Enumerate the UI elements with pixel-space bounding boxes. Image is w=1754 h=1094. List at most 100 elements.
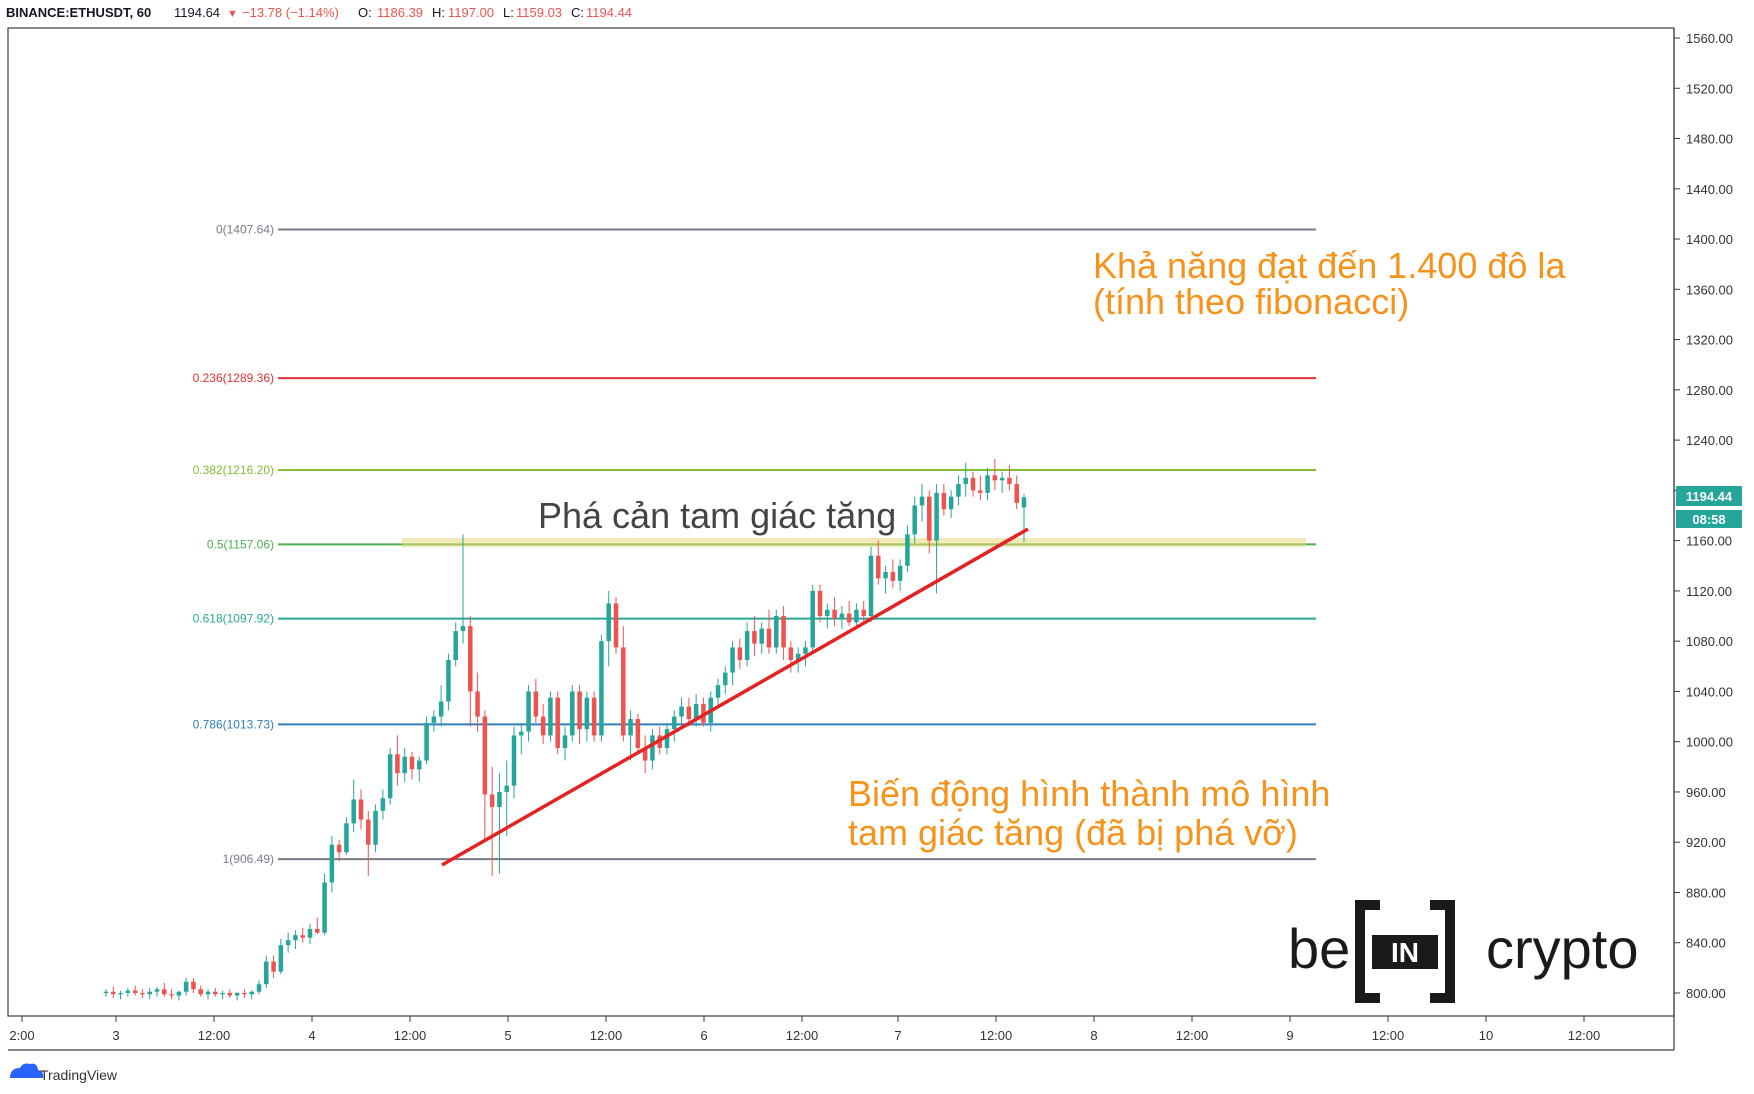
candle-body	[774, 616, 779, 648]
candle-body	[540, 716, 546, 736]
candle-body	[446, 660, 451, 702]
candle-body	[154, 989, 160, 992]
open-value: 1186.39	[377, 5, 423, 20]
candle-body	[234, 993, 240, 996]
candle-body	[854, 609, 859, 623]
candle-body	[387, 754, 393, 799]
last-price: 1194.64	[174, 5, 220, 20]
candle-body	[132, 990, 138, 993]
symbol-name[interactable]: BINANCE:ETHUSDT, 60	[6, 5, 151, 20]
candle-body	[111, 991, 116, 995]
time-tick-label: 12:00	[1176, 1028, 1209, 1043]
candle-body	[744, 631, 750, 661]
candle-body	[606, 603, 611, 642]
price-tick-label: 880.00	[1686, 885, 1726, 900]
price-tick-label: 1560.00	[1686, 31, 1733, 46]
candle-body	[803, 647, 808, 654]
price-tick-label: 1400.00	[1686, 232, 1733, 247]
candle-body	[963, 477, 968, 485]
price-tick-label: 1520.00	[1686, 81, 1733, 96]
time-tick-label: 12:00	[590, 1028, 623, 1043]
candle-body	[526, 691, 531, 732]
fibonacci-retracement[interactable]: 0(1407.64) 0.236(1289.36) 0.382(1216.20) 0.…	[193, 222, 1316, 866]
time-tick-label: 9	[1286, 1028, 1293, 1043]
candle-body	[373, 810, 378, 845]
time-axis[interactable]: 2:00 3 12:00 4 12:00 5 12:00 6 12:00 7 12:00 8 12:00…	[9, 1016, 1600, 1043]
candle-body	[380, 798, 386, 811]
time-tick-label: 12:00	[394, 1028, 427, 1043]
candle-body	[912, 505, 917, 535]
candle-body	[140, 993, 145, 995]
candle-body	[723, 672, 728, 686]
price-tick-label: 1000.00	[1686, 735, 1733, 750]
ascending-trendline[interactable]	[441, 527, 1029, 867]
plot-area[interactable]	[7, 27, 1675, 1017]
candle-body	[868, 555, 874, 617]
price-tick-label: 1360.00	[1686, 282, 1733, 297]
fib-level-label: 0.236(1289.36)	[193, 371, 274, 385]
candle-body	[766, 628, 772, 648]
time-tick-label: 2:00	[9, 1028, 34, 1043]
candle-body	[475, 691, 480, 717]
price-tick-label: 840.00	[1686, 936, 1726, 951]
time-tick-label: 12:00	[1372, 1028, 1405, 1043]
beincrypto-logo: be IN crypto	[1288, 900, 1639, 1003]
open-label: O:	[358, 5, 372, 20]
candle-body	[839, 613, 845, 619]
candle-body	[897, 565, 903, 581]
annotation-pattern-line2: tam giác tăng (đã bị phá vỡ)	[848, 812, 1298, 853]
candle-body	[125, 990, 131, 993]
tradingview-brand[interactable]: TradingView	[10, 1063, 118, 1084]
price-tick-label: 1440.00	[1686, 182, 1733, 197]
candle-body	[759, 628, 764, 644]
candle-body	[256, 984, 262, 992]
price-tick-label: 960.00	[1686, 785, 1726, 800]
candle-body	[562, 735, 568, 748]
candle-body	[249, 991, 254, 995]
time-tick-label: 8	[1090, 1028, 1097, 1043]
high-value: 1197.00	[448, 5, 494, 20]
candle-body	[322, 882, 327, 933]
candle-body	[628, 719, 633, 736]
candle-body	[351, 799, 356, 824]
candle-body	[329, 844, 335, 883]
candle-body	[613, 603, 619, 648]
candle-body	[664, 729, 670, 748]
candle-body	[402, 756, 407, 774]
candle-body	[635, 719, 641, 748]
candle-body	[941, 492, 947, 510]
candle-body	[285, 940, 291, 946]
candle-body	[570, 691, 575, 736]
candle-body	[591, 697, 597, 736]
candle-body	[293, 935, 298, 941]
candle-body	[650, 735, 655, 761]
candle-body	[497, 791, 502, 808]
breakout-zone	[402, 538, 1306, 547]
price-tick-label: 1240.00	[1686, 433, 1733, 448]
candle-body	[417, 760, 422, 770]
annotation-pattern-line1: Biến động hình thành mô hình	[848, 773, 1330, 814]
candle-body	[468, 626, 473, 692]
price-change: −13.78 (−1.14%)	[242, 5, 339, 20]
candle-body	[817, 590, 823, 617]
close-value: 1194.44	[586, 5, 632, 20]
candle-body	[876, 555, 881, 579]
candle-body	[307, 928, 313, 938]
candle-body	[460, 626, 466, 632]
candle-body	[752, 631, 757, 644]
high-label: H:	[432, 5, 445, 20]
candle-body	[737, 647, 743, 661]
fib-level-label: 0.786(1013.73)	[193, 717, 274, 731]
candle-body	[548, 697, 553, 736]
change-arrow-icon: ▼	[227, 8, 238, 20]
candle-body	[861, 609, 866, 617]
candle-body	[795, 653, 801, 661]
logo-text-right: crypto	[1486, 917, 1639, 980]
fib-level-label: 1(906.49)	[223, 852, 274, 866]
price-tick-label: 1480.00	[1686, 132, 1733, 147]
fib-level-label: 0(1407.64)	[216, 222, 274, 236]
price-axis[interactable]: 1560.00 1520.00 1480.00 1440.00 1400.00 1360.…	[1674, 31, 1733, 1001]
candle-body	[395, 754, 400, 774]
candle-body	[344, 823, 349, 853]
